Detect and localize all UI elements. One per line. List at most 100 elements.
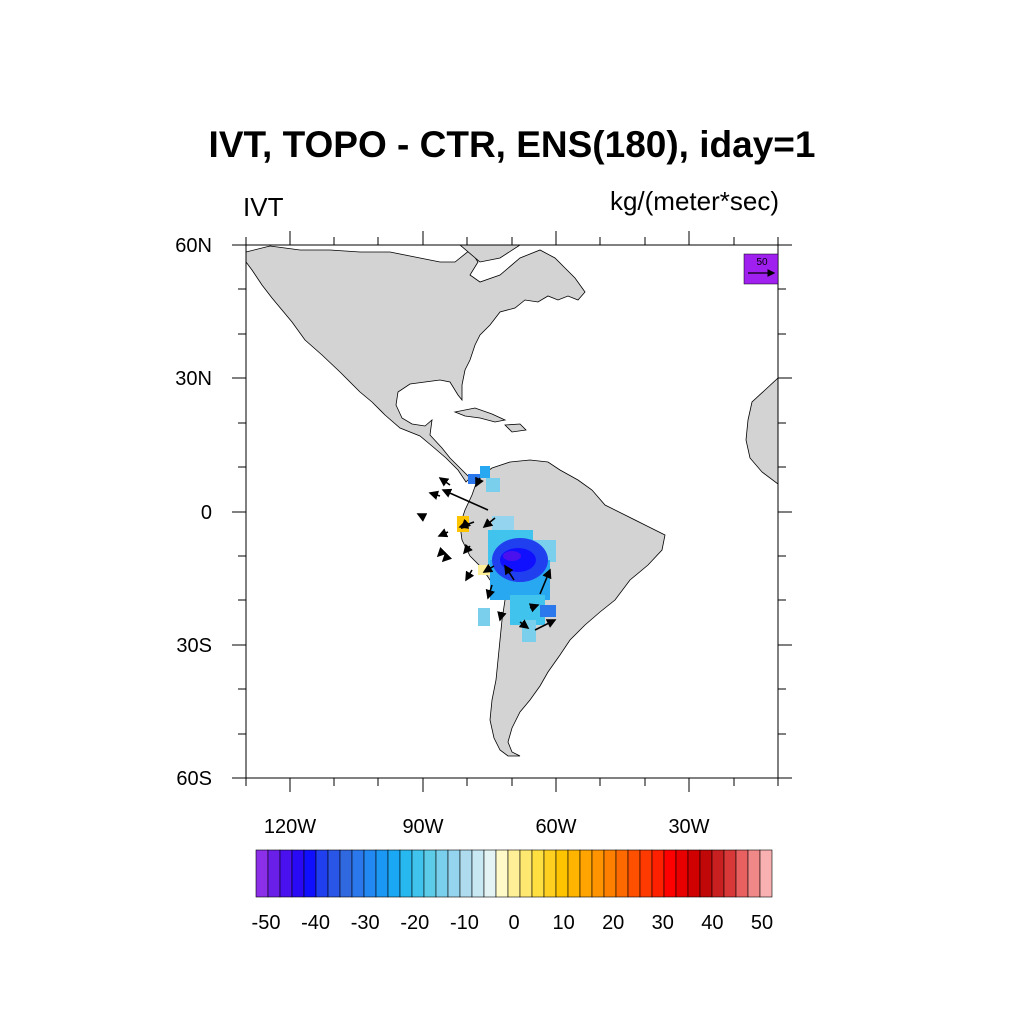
colorbar-box: [435, 849, 449, 898]
ivt-vector: [482, 517, 496, 529]
ivt-cell: [480, 466, 490, 478]
colorbar-box: [579, 849, 593, 898]
lat-label: 30S: [176, 635, 212, 657]
colorbar-label: 50: [751, 912, 773, 934]
colorbar-box: [483, 849, 497, 898]
colorbar-box: [603, 849, 617, 898]
colorbar-labels: -50 -40 -30 -20 -10 0 10 20 30 40 50: [252, 912, 774, 934]
colorbar-box: [339, 849, 353, 898]
north-america-land: [246, 245, 586, 483]
plot-title: IVT, TOPO - CTR, ENS(180), iday=1: [208, 124, 816, 165]
land-layer: [246, 245, 778, 757]
colorbar-box: [399, 849, 413, 898]
colorbar-box: [267, 849, 281, 898]
ivt-vector: [539, 568, 552, 595]
lon-label: 30W: [668, 816, 709, 838]
colorbar-label: -20: [400, 912, 429, 934]
colorbar-box: [411, 849, 425, 898]
ivt-vector: [441, 488, 489, 511]
south-america-land: [459, 459, 666, 757]
ivt-vector: [504, 564, 515, 581]
variable-label: IVT: [243, 192, 284, 222]
colorbar-box: [495, 849, 509, 898]
colorbar: [255, 849, 773, 898]
colorbar-box: [663, 849, 677, 898]
colorbar-box: [471, 849, 485, 898]
ivt-vector: [460, 518, 472, 530]
ivt-vector: [462, 543, 473, 555]
colorbar-box: [507, 849, 521, 898]
arctic-islands-land: [459, 245, 521, 263]
colorbar-label: 30: [652, 912, 674, 934]
lon-labels: 120W 90W 60W 30W: [264, 816, 710, 838]
colorbar-label: -40: [301, 912, 330, 934]
ivt-vector: [441, 551, 453, 563]
colorbar-box: [591, 849, 605, 898]
ivt-vector: [436, 546, 448, 558]
colorbar-box: [351, 849, 365, 898]
ivt-vector: [485, 584, 495, 600]
tick-marks: [232, 231, 792, 792]
colorbar-box: [387, 849, 401, 898]
colorbar-box: [447, 849, 461, 898]
colorbar-label: 40: [701, 912, 723, 934]
ivt-vector: [482, 563, 495, 573]
lat-labels: 60N 30N 0 30S 60S: [175, 235, 212, 790]
ivt-core: [503, 551, 521, 561]
colorbar-box: [675, 849, 689, 898]
ivt-vector: [528, 603, 540, 613]
ivt-vector: [518, 619, 530, 629]
reference-vector-box: 50: [743, 253, 779, 285]
colorbar-box: [459, 849, 473, 898]
ivt-cell: [522, 620, 536, 642]
ivt-vector: [475, 476, 484, 488]
colorbar-box: [639, 849, 653, 898]
colorbar-box: [423, 849, 437, 898]
colorbar-box: [747, 849, 761, 898]
colorbar-box: [651, 849, 665, 898]
colorbar-box: [555, 849, 569, 898]
ivt-cell: [468, 474, 480, 484]
ivt-vector: [438, 477, 451, 487]
cuba-land: [453, 407, 507, 423]
colorbar-label: 0: [508, 912, 519, 934]
ivt-vector: [437, 528, 449, 538]
colorbar-box: [303, 849, 317, 898]
colorbar-box: [531, 849, 545, 898]
colorbar-box: [363, 849, 377, 898]
reference-vector-label: 50: [756, 257, 768, 268]
colorbar-box: [519, 849, 533, 898]
colorbar-box: [711, 849, 725, 898]
africa-land: [745, 377, 778, 485]
ivt-cell: [478, 608, 490, 626]
lon-label: 120W: [264, 816, 316, 838]
units-label: kg/(meter*sec): [609, 186, 779, 216]
colorbar-box: [543, 849, 557, 898]
colorbar-label: -30: [351, 912, 380, 934]
colorbar-box: [759, 849, 773, 898]
colorbar-label: 20: [602, 912, 624, 934]
colorbar-box: [735, 849, 749, 898]
ivt-vector: [497, 611, 507, 622]
colorbar-box: [315, 849, 329, 898]
ivt-vector: [428, 490, 441, 500]
lat-label: 30N: [175, 368, 212, 390]
colorbar-box: [723, 849, 737, 898]
lon-label: 60W: [535, 816, 576, 838]
colorbar-box: [279, 849, 293, 898]
hispaniola-land: [504, 423, 527, 433]
colorbar-box: [255, 849, 269, 898]
lon-label: 90W: [402, 816, 443, 838]
colorbar-box: [291, 849, 305, 898]
colorbar-box: [615, 849, 629, 898]
ivt-core: [500, 548, 536, 572]
colorbar-box: [699, 849, 713, 898]
colorbar-box: [627, 849, 641, 898]
ivt-vector: [465, 569, 475, 582]
colorbar-label: -10: [450, 912, 479, 934]
ivt-vector: [534, 619, 557, 631]
ivt-cell: [486, 478, 500, 492]
colorbar-box: [567, 849, 581, 898]
ivt-cell: [540, 605, 556, 617]
